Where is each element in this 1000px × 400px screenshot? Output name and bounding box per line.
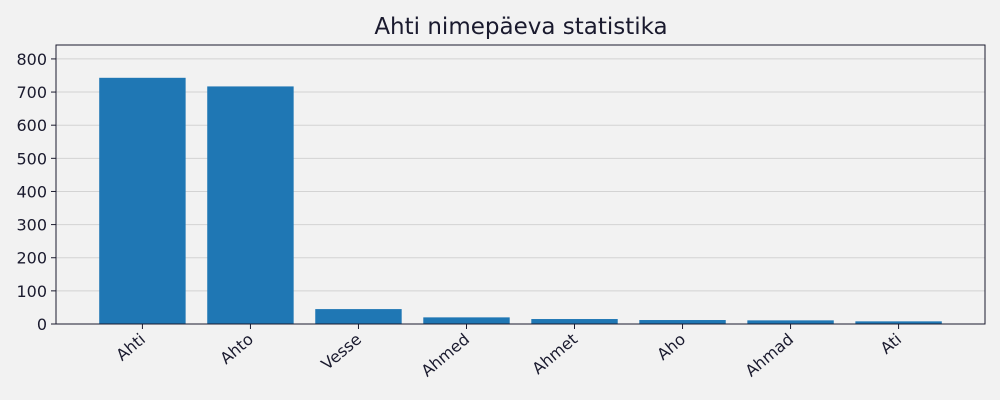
bar-ahti <box>99 77 186 324</box>
y-tick-label: 0 <box>37 315 47 334</box>
grid-lines <box>56 58 985 292</box>
x-tick-label: Ahmad <box>742 330 798 381</box>
y-tick-label: 800 <box>16 50 47 69</box>
y-tick-label: 100 <box>16 282 47 301</box>
chart-title: Ahti nimepäeva statistika <box>374 14 667 40</box>
y-tick-label: 300 <box>16 216 47 235</box>
x-tick-label: Ahto <box>216 330 257 368</box>
x-tick-label: Ahmed <box>417 330 473 381</box>
bar-ahmed <box>423 317 510 324</box>
bar-ahmad <box>747 320 834 324</box>
x-tick-label: Vesse <box>318 330 365 374</box>
y-tick-label: 500 <box>16 149 47 168</box>
bar-ahto <box>207 86 294 324</box>
y-axis: 0 100 200 300 400 500 600 700 800 <box>16 50 56 334</box>
bar-vesse <box>315 309 402 324</box>
y-tick-label: 400 <box>16 182 47 201</box>
y-tick-label: 700 <box>16 83 47 102</box>
bar-ati <box>855 321 942 324</box>
bars <box>99 77 942 324</box>
bar-aho <box>639 320 726 324</box>
x-axis: Ahti Ahto Vesse Ahmed Ahmet Aho Ahmad Ati <box>112 324 905 380</box>
y-tick-label: 600 <box>16 116 47 135</box>
plot-frame <box>55 44 986 325</box>
y-tick-label: 200 <box>16 249 47 268</box>
x-tick-label: Ahmet <box>528 330 581 378</box>
x-tick-label: Ati <box>877 330 906 358</box>
x-tick-label: Ahti <box>112 330 149 365</box>
x-tick-label: Aho <box>653 330 689 364</box>
bar-ahmet <box>531 319 618 324</box>
